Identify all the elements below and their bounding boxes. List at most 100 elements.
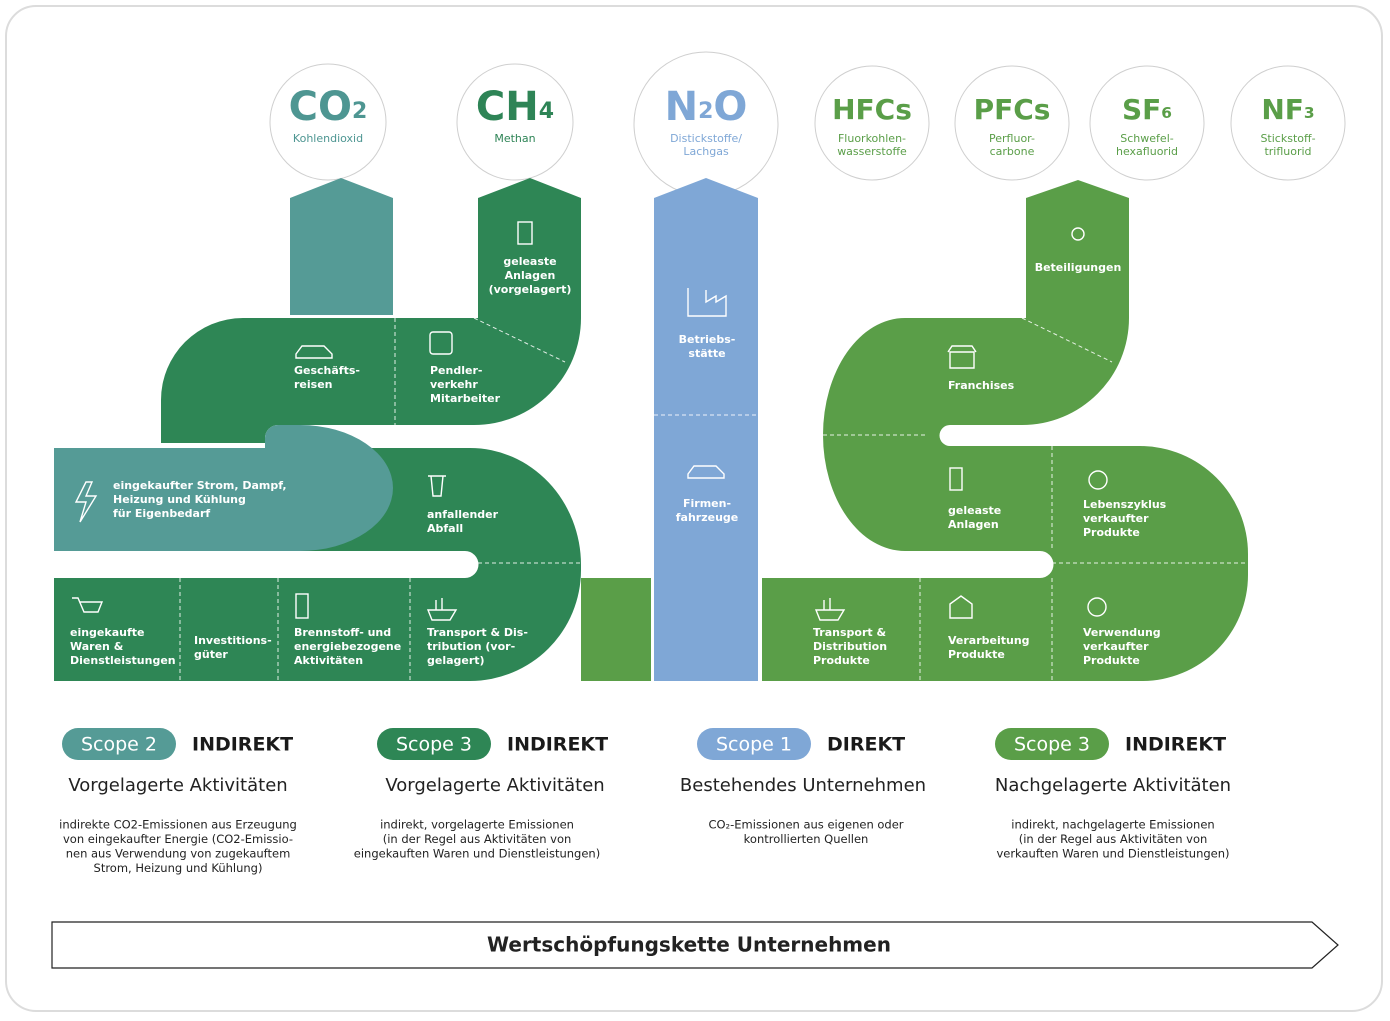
pipes: [54, 178, 1248, 681]
segment-label: Produkte: [1083, 526, 1140, 539]
gas-formula: SF6: [1122, 93, 1172, 126]
gas-formula: CH4: [476, 84, 554, 130]
segment-label: Aktivitäten: [294, 654, 363, 667]
scope-badge-text: Scope 3: [396, 734, 472, 756]
segment-label: Investitions-: [194, 634, 272, 647]
segment-label: eingekaufter Strom, Dampf,: [113, 479, 287, 492]
gas-name: trifluorid: [1264, 145, 1311, 158]
scope-description: nen aus Verwendung von zugekauftem: [66, 847, 291, 861]
scope-description: (in der Regel aus Aktivitäten von: [383, 832, 572, 846]
gas-formula: N2O: [665, 84, 748, 130]
gas-formula: NF3: [1261, 93, 1314, 126]
segment-label: geleaste: [503, 255, 556, 268]
dividers: [179, 317, 1248, 681]
segment-label: Waren &: [70, 640, 124, 653]
scope-badge-text: Scope 3: [1014, 734, 1090, 756]
formula-part: CO: [289, 84, 352, 130]
energy-pipe: [54, 425, 393, 551]
gas-name: Lachgas: [683, 145, 729, 158]
gas-formula: PFCs: [974, 93, 1051, 126]
direct-pipe: [654, 178, 758, 681]
segment-label: Betriebs-: [679, 333, 736, 346]
gas-circle: [1230, 65, 1346, 181]
scope-badge-text: Scope 2: [81, 734, 157, 756]
scope-description: eingekauften Waren und Dienstleistungen): [354, 847, 600, 861]
formula-part: 2: [352, 99, 367, 124]
gas-circle: [269, 63, 387, 181]
segment-label: Pendler-: [430, 364, 482, 377]
segment-label: Geschäfts-: [294, 364, 360, 377]
segment-label: verkaufter: [1083, 640, 1149, 653]
scope-description: von eingekaufter Energie (CO2-Emissio-: [63, 832, 293, 846]
icon: [949, 595, 973, 619]
icon: [428, 475, 446, 497]
gas-name: Methan: [494, 132, 535, 145]
segment-label: Transport & Dis-: [427, 626, 528, 639]
scope-description: (in der Regel aus Aktivitäten von: [1019, 832, 1208, 846]
segment-label: Produkte: [1083, 654, 1140, 667]
scope-badge: [995, 728, 1109, 760]
formula-part: O: [713, 84, 747, 130]
segment-label: Verarbeitung: [948, 634, 1030, 647]
segment-label: Lebenszyklus: [1083, 498, 1167, 511]
icon: [687, 288, 727, 317]
gas-circle: [456, 63, 574, 181]
formula-part: 2: [698, 99, 713, 124]
formula-part: SF: [1122, 93, 1161, 126]
scope-title: Bestehendes Unternehmen: [680, 775, 926, 796]
gas-name: Perfluor-: [989, 132, 1035, 145]
scope-kind: DIREKT: [827, 734, 905, 756]
icon: [517, 221, 533, 245]
segment-label: Transport &: [813, 626, 886, 639]
icon: [429, 331, 453, 355]
gas-name: Distickstoffe/: [670, 132, 742, 145]
segment-label: tribution (vor-: [427, 640, 515, 653]
scope-badge: [62, 728, 176, 760]
segment-label: fahrzeuge: [676, 511, 739, 524]
scope-kind: INDIREKT: [507, 734, 608, 756]
divider: [179, 317, 1248, 681]
scope-description: indirekt, nachgelagerte Emissionen: [1011, 818, 1214, 832]
gas-name: wasserstoffe: [837, 145, 907, 158]
gas-circle: [1089, 65, 1205, 181]
segment-label: gelagert): [427, 654, 485, 667]
scope-kind: INDIREKT: [1125, 734, 1226, 756]
connector: [581, 578, 651, 681]
gas-circle: [954, 65, 1070, 181]
segment-label: Brennstoff- und: [294, 626, 391, 639]
icon: [1087, 597, 1107, 617]
icon: [72, 597, 104, 613]
segment-label: Mitarbeiter: [430, 392, 501, 405]
icons: [72, 221, 1108, 621]
segment-label: für Eigenbedarf: [113, 507, 210, 520]
icon: [295, 593, 309, 619]
scope-badge-text: Scope 1: [716, 734, 792, 756]
segment-label: Anlagen: [948, 518, 999, 531]
scope-description: kontrollierten Quellen: [744, 832, 869, 846]
gas-formula: CO2: [289, 84, 368, 130]
icon: [947, 345, 977, 369]
value-chain-label: Wertschöpfungskette Unternehmen: [487, 933, 891, 957]
downstream-pipe: [762, 180, 1248, 681]
segment-label: Heizung und Kühlung: [113, 493, 246, 506]
upstream-pipe: [161, 178, 581, 443]
segment-label: Beteiligungen: [1035, 261, 1122, 274]
segment-label: stätte: [688, 347, 725, 360]
formula-part: 3: [1304, 104, 1315, 122]
icon: [814, 598, 846, 621]
formula-part: CH: [476, 84, 539, 130]
formula-part: 4: [539, 99, 554, 124]
formula-part: PFCs: [974, 93, 1051, 126]
segment-label: energiebezogene: [294, 640, 401, 653]
gas-name: hexafluorid: [1116, 145, 1178, 158]
segment-label: Abfall: [427, 522, 463, 535]
gas-name: Stickstoff-: [1260, 132, 1315, 145]
gas-name: Fluorkohlen-: [838, 132, 906, 145]
segment-label: Anlagen: [505, 269, 556, 282]
gas-name: Schwefel-: [1120, 132, 1173, 145]
segment-label: reisen: [294, 378, 333, 391]
gas-circles: CO2KohlendioxidCH4MethanN2ODistickstoffe…: [269, 51, 1346, 197]
segment-label: Franchises: [948, 379, 1015, 392]
scope-description: indirekt, vorgelagerte Emissionen: [380, 818, 574, 832]
